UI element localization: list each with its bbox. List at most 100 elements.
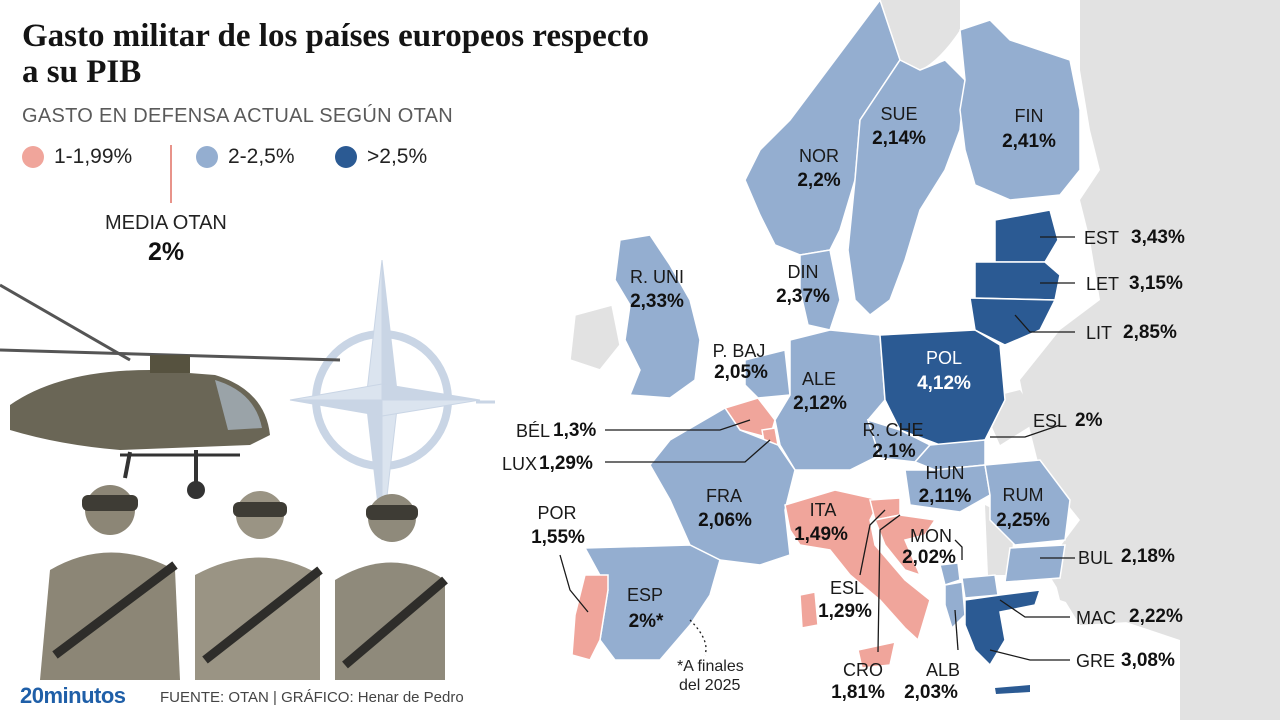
country-label-mac: MAC [1076, 608, 1116, 628]
country-label-hun: HUN [925, 463, 965, 483]
country-portugal [571, 574, 609, 661]
country-estonia [994, 209, 1059, 263]
country-label-fin: FIN [1014, 106, 1044, 126]
country-value-let: 3,15% [1129, 273, 1183, 294]
soldier-icon [335, 494, 448, 680]
country-label-esp: ESP [626, 585, 664, 605]
land-background [1020, 0, 1280, 720]
country-value-hun: 2,11% [918, 486, 972, 507]
country-value-pbaj: 2,05% [714, 362, 768, 383]
country-north-macedonia [961, 574, 999, 599]
country-value-rche: 2,1% [872, 441, 916, 462]
footer-source: FUENTE: OTAN | GRÁFICO: Henar de Pedro [160, 689, 464, 706]
country-value-lux: 1,29% [539, 453, 593, 474]
illustration [0, 259, 495, 680]
country-value-alb: 2,03% [904, 682, 958, 703]
footnote-line-2: del 2025 [679, 677, 741, 694]
country-label-pbaj: P. BAJ [712, 341, 766, 361]
leader-lines [559, 236, 1075, 661]
country-finland [959, 19, 1081, 201]
country-value-runi: 2,33% [630, 291, 684, 312]
country-label-esl-si: ESL [829, 578, 865, 598]
country-france [649, 407, 796, 566]
legend-swatch-high [335, 146, 357, 168]
country-ireland [569, 304, 621, 371]
country-label-bul: BUL [1078, 548, 1114, 568]
country-italy-sicily [857, 641, 896, 669]
country-label-cro: CRO [843, 660, 883, 680]
country-label-alb: ALB [925, 660, 961, 680]
country-value-fin: 2,41% [1002, 131, 1056, 152]
country-croatia [873, 514, 937, 577]
legend-label-high: >2,5% [367, 145, 428, 168]
soldier-icon [40, 485, 180, 680]
country-label-est: EST [1084, 228, 1120, 248]
country-label-ale: ALE [801, 369, 837, 389]
country-bulgaria [1004, 544, 1066, 583]
country-value-mon: 2,02% [902, 547, 956, 568]
country-value-sue: 2,14% [872, 128, 926, 149]
country-label-por: POR [537, 503, 577, 523]
country-label-pol: POL [925, 348, 963, 368]
brand-logo: 20minutos [20, 683, 126, 708]
country-label-fra: FRA [706, 486, 742, 506]
country-sweden [847, 59, 966, 316]
country-albania [944, 581, 966, 630]
footnote: *A finales del 2025 [677, 657, 744, 695]
land-background [880, 0, 960, 70]
country-label-mon: MON [910, 526, 952, 546]
country-latvia [974, 261, 1061, 301]
country-greece [964, 589, 1042, 667]
country-value-por: 1,55% [531, 527, 585, 548]
helicopter-icon [0, 283, 341, 499]
country-value-gre: 3,08% [1121, 650, 1175, 671]
country-value-est: 3,43% [1131, 227, 1185, 248]
country-italy-sardinia [799, 591, 819, 629]
country-value-esp: 2%* [628, 611, 664, 632]
europe-map [559, 0, 1280, 720]
country-germany [774, 329, 886, 471]
country-label-rum: RUM [1002, 485, 1044, 505]
country-netherlands [744, 349, 791, 399]
country-value-rum: 2,25% [996, 510, 1050, 531]
country-value-esl-si: 1,29% [818, 601, 872, 622]
legend-label-mid: 2-2,5% [228, 145, 295, 168]
country-label-lit: LIT [1086, 323, 1113, 343]
legend-item-low: 1-1,99% [22, 145, 132, 169]
average-label: MEDIA OTAN [105, 212, 227, 234]
country-label-rche: R. CHE [862, 420, 924, 440]
country-value-lit: 2,85% [1123, 322, 1177, 343]
country-value-esl-sk: 2% [1075, 410, 1103, 431]
country-label-sue: SUE [880, 104, 918, 124]
page-title: Gasto militar de los países europeos res… [22, 18, 649, 90]
country-value-nor: 2,2% [797, 170, 841, 191]
country-label-let: LET [1086, 274, 1120, 294]
legend-item-mid: 2-2,5% [196, 145, 295, 169]
country-lithuania [969, 297, 1057, 346]
average-value: 2% [148, 238, 185, 266]
soldier-icon [195, 491, 323, 680]
country-label-gre: GRE [1076, 651, 1116, 671]
country-label-esl-sk: ESL [1033, 411, 1068, 431]
country-label-lux: LUX [502, 454, 538, 474]
country-value-bul: 2,18% [1121, 546, 1175, 567]
country-value-pol: 4,12% [917, 373, 971, 394]
legend-item-high: >2,5% [335, 145, 427, 169]
country-value-bel: 1,3% [553, 420, 597, 441]
country-value-cro: 1,81% [831, 682, 885, 703]
subtitle: GASTO EN DEFENSA ACTUAL SEGÚN OTAN [22, 105, 454, 127]
legend-swatch-low [22, 146, 44, 168]
country-value-ita: 1,49% [794, 524, 848, 545]
country-label-ita: ITA [809, 500, 837, 520]
nato-compass-icon [289, 259, 495, 541]
country-label-bel: BÉL [516, 421, 551, 441]
country-label-nor: NOR [799, 146, 839, 166]
country-value-din: 2,37% [776, 286, 830, 307]
country-label-runi: R. UNI [630, 267, 684, 287]
country-united-kingdom [614, 234, 701, 399]
country-label-din: DIN [787, 262, 819, 282]
country-value-ale: 2,12% [793, 393, 847, 414]
legend-swatch-mid [196, 146, 218, 168]
average-marker-line [170, 145, 172, 203]
country-value-fra: 2,06% [698, 510, 752, 531]
